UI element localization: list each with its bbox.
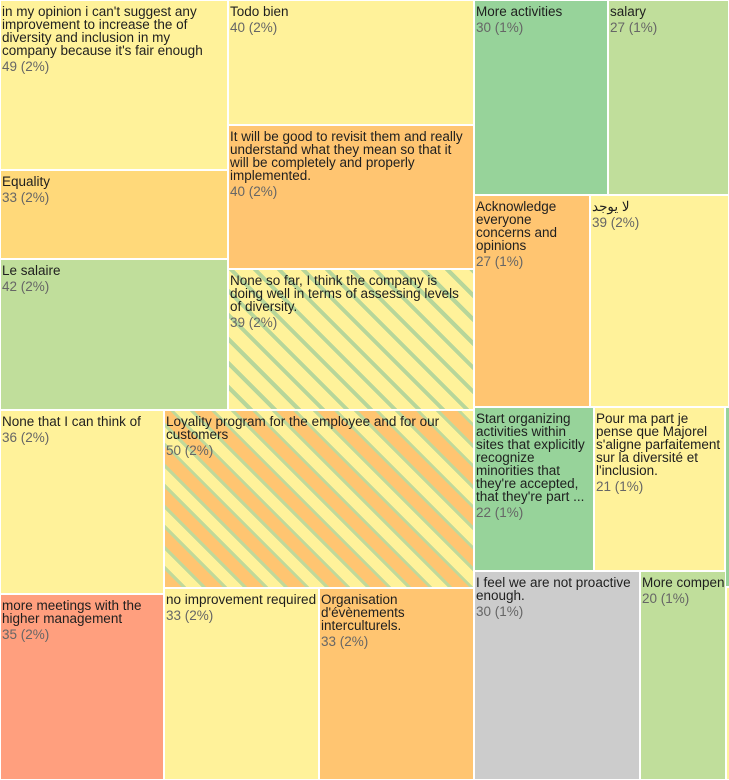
tile-label: None that I can think of bbox=[2, 414, 141, 429]
tile-label: more meetings with the higher management bbox=[2, 598, 142, 626]
tile-value: 27 (1%) bbox=[476, 254, 524, 269]
tile-value: 35 (2%) bbox=[2, 627, 50, 642]
treemap-tile-loyality-program[interactable]: Loyality program for the employee and fo… bbox=[164, 410, 474, 588]
tile-value: 49 (2%) bbox=[2, 59, 50, 74]
tile-label: Le salaire bbox=[2, 263, 61, 278]
tile-value: 39 (2%) bbox=[230, 315, 278, 330]
tile-value: 30 (1%) bbox=[476, 604, 524, 619]
tile-label: Loyality program for the employee and fo… bbox=[166, 414, 440, 442]
tile-value: 33 (2%) bbox=[321, 634, 369, 649]
tile-value: 22 (1%) bbox=[476, 505, 524, 520]
tile-label: I feel we are not proactive enough. bbox=[476, 575, 631, 603]
tile-value: 40 (2%) bbox=[230, 20, 278, 35]
treemap-tile-none-that-i-can-think-of[interactable]: None that I can think of 36 (2%) bbox=[0, 410, 164, 594]
treemap-tile-equality[interactable]: Equality 33 (2%) bbox=[0, 170, 228, 259]
tile-label: Acknowledge everyone concerns and opinio… bbox=[476, 199, 558, 253]
treemap-tile-not-proactive[interactable]: I feel we are not proactive enough. 30 (… bbox=[474, 571, 640, 780]
treemap-tile-le-salaire[interactable]: Le salaire 42 (2%) bbox=[0, 259, 228, 410]
tile-value: 39 (2%) bbox=[592, 215, 640, 230]
tile-label: salary bbox=[610, 4, 647, 19]
treemap-tile-revisit[interactable]: It will be good to revisit them and real… bbox=[228, 125, 474, 269]
tile-label: Todo bien bbox=[230, 4, 289, 19]
tile-value: 36 (2%) bbox=[2, 430, 50, 445]
tile-value: 50 (2%) bbox=[166, 443, 214, 458]
tile-label: Equality bbox=[2, 174, 51, 189]
tile-label: More activities bbox=[476, 4, 563, 19]
treemap-tile-more-meetings[interactable]: more meetings with the higher management… bbox=[0, 594, 164, 780]
tile-label: Pour ma part je pense que Majorel s'alig… bbox=[596, 411, 721, 478]
treemap-tile-more-activities[interactable]: More activities 30 (1%) bbox=[474, 0, 608, 195]
treemap-tile-majorel[interactable]: Pour ma part je pense que Majorel s'alig… bbox=[594, 407, 725, 571]
treemap-tile-no-improvement[interactable]: no improvement required 33 (2%) bbox=[164, 588, 319, 780]
treemap-tile-none-so-far[interactable]: None so far, I think the company is doin… bbox=[228, 269, 474, 410]
treemap-tile-la-yujad[interactable]: لا يوجد 39 (2%) bbox=[590, 195, 729, 407]
treemap-tile-salary[interactable]: salary 27 (1%) bbox=[608, 0, 729, 195]
tile-label: no improvement required bbox=[166, 592, 317, 607]
treemap-tile-start-organizing[interactable]: Start organizing activities within sites… bbox=[474, 407, 594, 571]
tile-value: 20 (1%) bbox=[642, 591, 690, 606]
tile-value: 40 (2%) bbox=[230, 184, 278, 199]
tile-value: 30 (1%) bbox=[476, 20, 524, 35]
tile-label: لا يوجد bbox=[592, 199, 630, 214]
tile-label: More compensation bbox=[642, 575, 725, 590]
tile-label: Organisation d'évènements interculturels… bbox=[321, 592, 405, 633]
tile-value: 33 (2%) bbox=[2, 190, 50, 205]
tile-label: None so far, I think the company is doin… bbox=[230, 273, 459, 314]
tile-value: 42 (2%) bbox=[2, 279, 50, 294]
tile-value: 33 (2%) bbox=[166, 608, 214, 623]
treemap-tile-fair-enough[interactable]: in my opinion i can't suggest any improv… bbox=[0, 0, 228, 170]
tile-label: in my opinion i can't suggest any improv… bbox=[2, 4, 203, 58]
tile-value: 27 (1%) bbox=[610, 20, 658, 35]
treemap-tile-sliver-edge bbox=[725, 407, 729, 587]
treemap-tile-organisation[interactable]: Organisation d'évènements interculturels… bbox=[319, 588, 474, 780]
tile-label: Start organizing activities within sites… bbox=[476, 411, 585, 504]
tile-value: 21 (1%) bbox=[596, 479, 644, 494]
treemap-tile-acknowledge[interactable]: Acknowledge everyone concerns and opinio… bbox=[474, 195, 590, 407]
treemap-tile-todo-bien[interactable]: Todo bien 40 (2%) bbox=[228, 0, 474, 125]
treemap-tile-more-compensation[interactable]: More compensation 20 (1%) bbox=[640, 571, 726, 780]
tile-label: It will be good to revisit them and real… bbox=[230, 129, 463, 183]
